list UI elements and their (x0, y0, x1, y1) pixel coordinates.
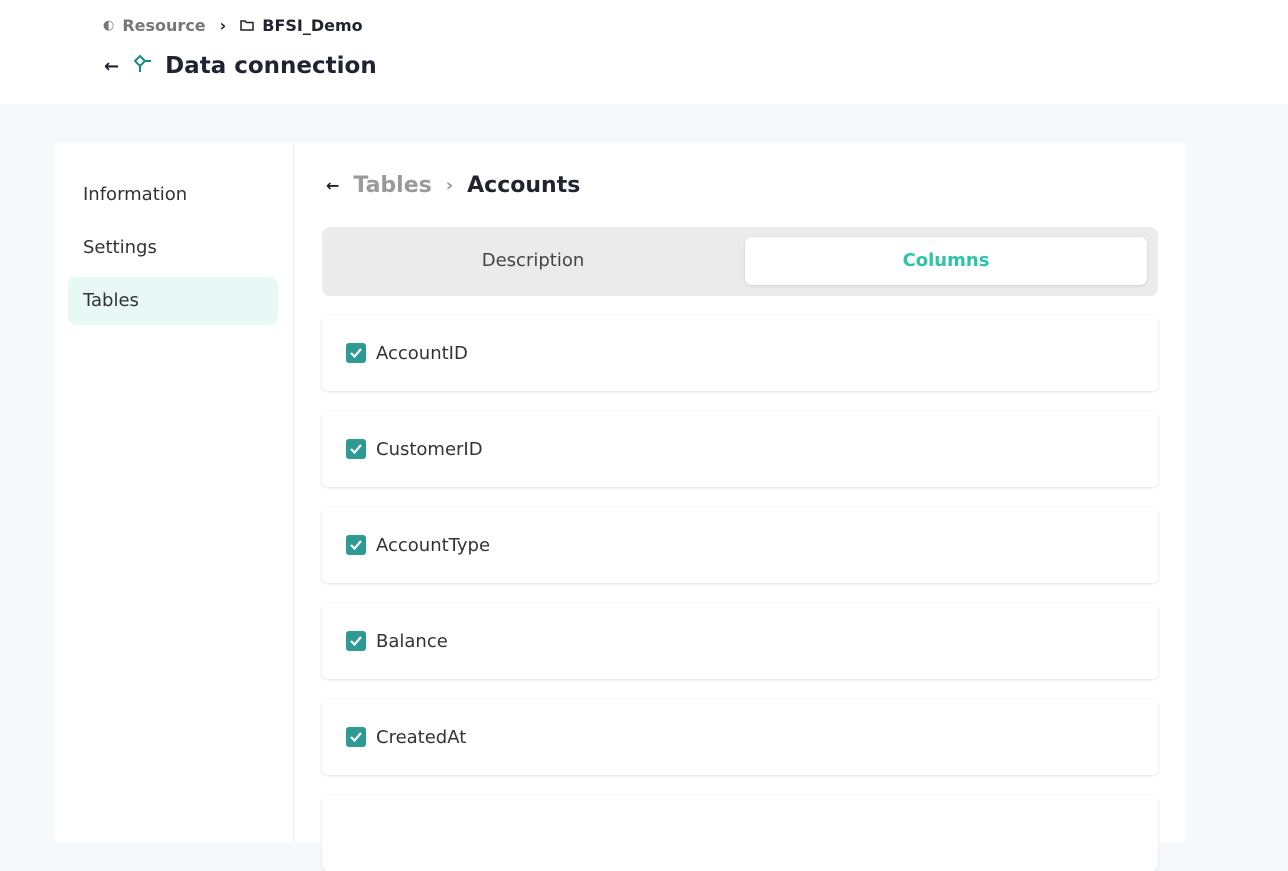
connection-icon (131, 52, 153, 80)
sidebar-item-tables[interactable]: Tables (68, 277, 278, 325)
column-row: AccountType (322, 507, 1158, 583)
resource-icon: ◐ (103, 18, 115, 33)
breadcrumb-resource[interactable]: Resource (122, 16, 206, 35)
column-row: AccountID (322, 315, 1158, 391)
breadcrumb-folder[interactable]: BFSI_Demo (262, 16, 363, 35)
column-checkbox[interactable] (346, 631, 366, 651)
column-row: CustomerID (322, 411, 1158, 487)
breadcrumb-separator: › (445, 175, 454, 196)
sidebar: Information Settings Tables (54, 143, 294, 843)
check-icon (350, 540, 362, 551)
check-icon (350, 636, 362, 647)
tab-bar: Description Columns (322, 227, 1158, 296)
tab-columns[interactable]: Columns (745, 237, 1147, 285)
back-arrow-icon[interactable]: ← (104, 55, 120, 77)
top-header: ◐ Resource › BFSI_Demo ← Data connection (0, 0, 1288, 104)
check-icon (350, 348, 362, 359)
column-checkbox[interactable] (346, 343, 366, 363)
breadcrumb: ◐ Resource › BFSI_Demo (103, 16, 363, 35)
check-icon (350, 444, 362, 455)
sidebar-item-settings[interactable]: Settings (83, 237, 157, 258)
content-card: Information Settings Tables ← Tables › A… (54, 143, 1186, 871)
folder-icon (240, 16, 254, 35)
check-icon (350, 732, 362, 743)
column-name: AccountID (376, 342, 468, 364)
page-title: Data connection (165, 53, 377, 79)
column-checkbox[interactable] (346, 535, 366, 555)
column-name: CreatedAt (376, 726, 467, 748)
table-breadcrumb: ← Tables › Accounts (326, 173, 580, 198)
back-arrow-icon[interactable]: ← (326, 176, 340, 195)
breadcrumb-separator: › (219, 16, 227, 35)
column-row: Balance (322, 603, 1158, 679)
breadcrumb-tables[interactable]: Tables (353, 173, 432, 198)
sidebar-item-information[interactable]: Information (83, 184, 188, 205)
table-title: Accounts (467, 173, 581, 198)
column-row: CreatedAt (322, 699, 1158, 775)
column-name: Balance (376, 630, 448, 652)
column-row (322, 795, 1158, 871)
column-name: CustomerID (376, 438, 483, 460)
column-checkbox[interactable] (346, 727, 366, 747)
column-name: AccountType (376, 534, 491, 556)
tab-description[interactable]: Description (481, 250, 585, 271)
column-checkbox[interactable] (346, 439, 366, 459)
